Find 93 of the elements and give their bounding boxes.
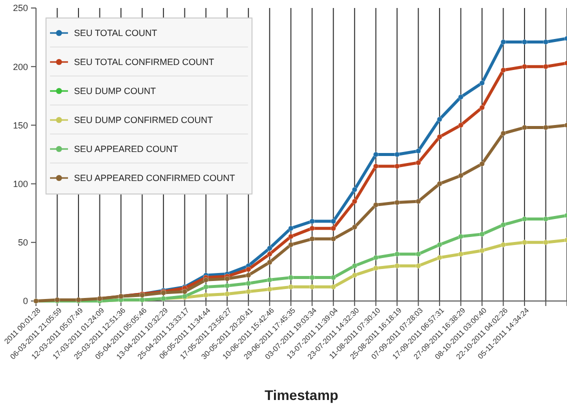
y-tick-label: 250 xyxy=(12,3,28,14)
point xyxy=(394,251,400,257)
point xyxy=(352,263,358,269)
y-tick-label: 150 xyxy=(12,120,28,130)
point xyxy=(394,152,400,158)
point xyxy=(288,284,294,290)
point xyxy=(543,64,549,70)
point xyxy=(373,163,379,169)
point xyxy=(416,263,422,269)
legend-label: SEU APPEARED CONFIRMED COUNT xyxy=(74,173,236,184)
point xyxy=(436,181,442,187)
point xyxy=(266,277,272,283)
point xyxy=(458,172,464,178)
point xyxy=(373,202,379,208)
point xyxy=(352,198,358,204)
point xyxy=(500,222,506,228)
point xyxy=(246,266,252,272)
y-tick-label: 100 xyxy=(12,178,28,189)
point xyxy=(458,94,464,100)
point xyxy=(373,254,379,260)
point xyxy=(436,254,442,260)
point xyxy=(543,39,549,45)
point xyxy=(522,240,528,246)
point xyxy=(522,64,528,70)
point xyxy=(330,226,336,232)
point xyxy=(500,130,506,136)
point xyxy=(543,124,549,130)
point xyxy=(394,200,400,206)
point xyxy=(479,104,485,110)
point xyxy=(309,236,315,242)
point xyxy=(309,218,315,224)
point xyxy=(416,160,422,166)
point xyxy=(394,263,400,269)
point xyxy=(416,148,422,154)
point xyxy=(543,240,549,246)
point xyxy=(288,226,294,232)
point xyxy=(203,277,209,283)
point xyxy=(416,198,422,204)
point xyxy=(479,161,485,167)
point xyxy=(246,272,252,278)
point xyxy=(500,39,506,45)
point xyxy=(182,288,188,294)
x-axis-title: Timestamp xyxy=(264,387,338,403)
point xyxy=(309,226,315,232)
point xyxy=(309,284,315,290)
legend-label: SEU TOTAL CONFIRMED COUNT xyxy=(74,57,215,68)
point xyxy=(224,283,230,289)
point xyxy=(330,284,336,290)
point xyxy=(479,248,485,254)
point xyxy=(522,216,528,222)
point xyxy=(246,288,252,294)
point xyxy=(458,122,464,128)
legend-label: SEU APPEARED COUNT xyxy=(74,144,179,154)
point xyxy=(436,134,442,140)
point xyxy=(352,224,358,230)
point xyxy=(352,272,358,278)
point xyxy=(522,39,528,45)
point xyxy=(288,274,294,280)
y-tick-label: 200 xyxy=(12,62,28,72)
point xyxy=(266,286,272,292)
y-tick-label: 50 xyxy=(18,238,28,248)
point xyxy=(373,152,379,158)
point xyxy=(479,80,485,86)
point xyxy=(373,265,379,271)
point xyxy=(330,236,336,242)
point xyxy=(330,274,336,280)
point xyxy=(416,251,422,257)
point xyxy=(266,260,272,266)
point xyxy=(330,218,336,224)
point xyxy=(309,274,315,280)
point xyxy=(352,186,358,192)
point xyxy=(288,242,294,248)
point xyxy=(522,124,528,130)
point xyxy=(266,251,272,257)
point xyxy=(203,284,209,290)
point xyxy=(458,251,464,257)
point xyxy=(394,163,400,169)
point xyxy=(266,246,272,252)
point xyxy=(436,116,442,122)
legend-label: SEU TOTAL COUNT xyxy=(74,28,158,38)
point xyxy=(436,242,442,248)
legend-label: SEU DUMP COUNT xyxy=(74,86,156,96)
point xyxy=(543,216,549,222)
legend-label: SEU DUMP CONFIRMED COUNT xyxy=(74,115,214,126)
point xyxy=(500,67,506,73)
point xyxy=(288,234,294,240)
point xyxy=(224,291,230,297)
point xyxy=(246,280,252,286)
point xyxy=(500,242,506,248)
point xyxy=(458,234,464,240)
y-tick-label: 0 xyxy=(22,296,28,306)
point xyxy=(203,292,209,298)
point xyxy=(479,231,485,237)
